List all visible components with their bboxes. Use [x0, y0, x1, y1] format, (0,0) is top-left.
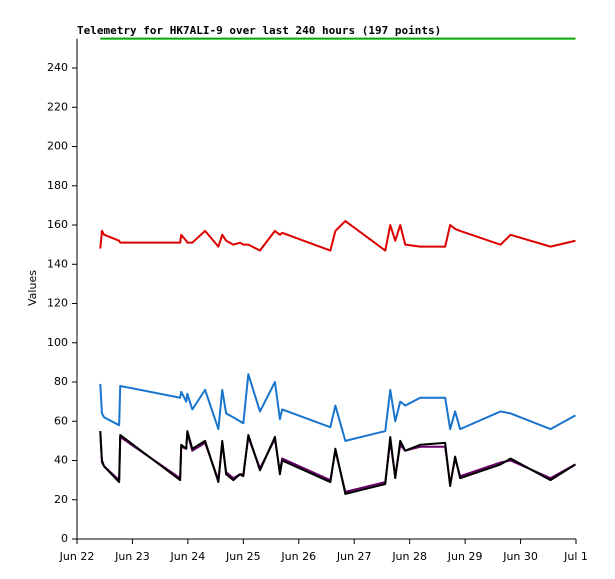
x-tick-label: Jun 29 [447, 550, 483, 563]
y-tick-label: 0 [61, 532, 68, 545]
x-tick-label: Jun 27 [336, 550, 372, 563]
y-tick-label: 60 [54, 414, 68, 427]
y-tick-label: 180 [47, 179, 68, 192]
x-tick-label: Jun 22 [59, 550, 95, 563]
x-tick-label: Jul 1 [563, 550, 588, 563]
y-tick-label: 240 [47, 61, 68, 74]
y-tick-label: 200 [47, 140, 68, 153]
y-tick-label: 220 [47, 100, 68, 113]
chart-title: Telemetry for HK7ALI-9 over last 240 hou… [77, 24, 441, 37]
y-tick-label: 80 [54, 375, 68, 388]
x-tick-label: Jun 30 [502, 550, 538, 563]
y-tick-label: 140 [47, 257, 68, 270]
y-tick-label: 20 [54, 493, 68, 506]
x-tick-label: Jun 23 [114, 550, 150, 563]
series-line [99, 220, 576, 252]
y-tick-label: 40 [54, 454, 68, 467]
series-line [99, 373, 576, 442]
y-tick-label: 160 [47, 218, 68, 231]
x-tick-label: Jun 25 [225, 550, 261, 563]
y-tick-label: 120 [47, 297, 68, 310]
series-line [99, 430, 576, 495]
y-tick-label: 100 [47, 336, 68, 349]
x-tick-label: Jun 26 [280, 550, 316, 563]
x-tick-label: Jun 28 [391, 550, 427, 563]
x-tick-label: Jun 24 [170, 550, 206, 563]
y-axis-label: Values [26, 270, 39, 306]
